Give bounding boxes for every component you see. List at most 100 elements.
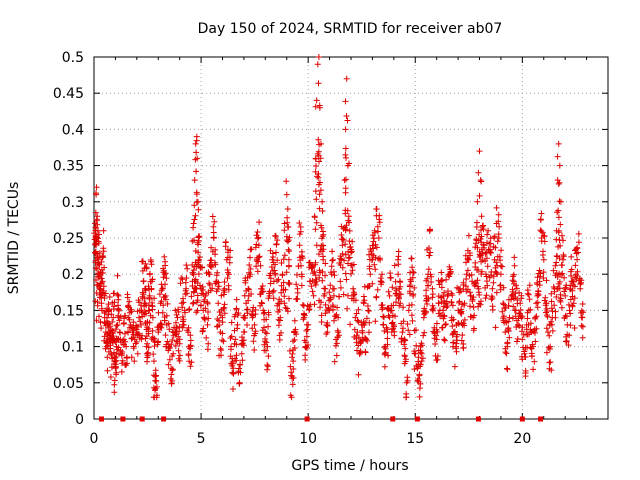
data-point [272, 232, 279, 239]
data-point [188, 359, 195, 366]
data-point [424, 282, 431, 289]
data-point [322, 272, 328, 279]
data-point [522, 344, 529, 351]
data-point [274, 278, 280, 284]
data-point [195, 233, 202, 240]
data-point [327, 296, 334, 303]
data-point [555, 214, 562, 221]
data-point [284, 308, 291, 315]
data-point [543, 349, 550, 356]
data-point [460, 320, 467, 327]
data-point [172, 307, 179, 314]
data-point [286, 248, 293, 255]
data-point [209, 213, 216, 220]
data-point [478, 268, 485, 275]
data-point [493, 204, 500, 211]
data-point [362, 334, 368, 341]
data-point [241, 328, 248, 335]
data-point [543, 325, 550, 332]
data-point [343, 276, 350, 283]
data-point [221, 310, 228, 317]
data-point [556, 162, 563, 169]
zero-marker [98, 416, 104, 422]
data-point [441, 336, 448, 343]
data-point [131, 358, 138, 365]
data-point [311, 268, 318, 275]
data-point [142, 260, 149, 267]
data-point [149, 334, 156, 341]
data-point [236, 365, 242, 372]
data-point [316, 104, 323, 111]
data-point [515, 321, 521, 328]
data-point [550, 267, 557, 274]
data-point [525, 291, 532, 298]
data-point [175, 347, 182, 354]
data-point [246, 273, 253, 280]
data-point [438, 269, 445, 276]
data-point [580, 309, 587, 316]
data-point [289, 381, 296, 388]
data-point [510, 271, 517, 278]
data-point [579, 323, 586, 330]
x-tick-label: 20 [513, 431, 531, 447]
data-point [404, 374, 411, 381]
data-point [159, 285, 166, 292]
data-point [117, 313, 124, 320]
data-point [255, 258, 262, 265]
data-point [209, 285, 216, 292]
data-point [191, 216, 198, 223]
data-point [511, 262, 518, 269]
data-point [322, 310, 329, 317]
data-point [417, 349, 424, 356]
data-point [493, 289, 500, 296]
data-point [500, 300, 507, 307]
data-point [306, 306, 313, 312]
zero-marker [304, 416, 310, 422]
data-point [98, 325, 105, 332]
data-point [429, 294, 436, 301]
data-point [95, 261, 102, 268]
data-point [165, 345, 172, 352]
data-point [313, 97, 320, 104]
data-point [557, 242, 564, 249]
data-point [450, 339, 457, 346]
data-point [567, 322, 574, 329]
data-point [343, 176, 349, 183]
data-point [409, 317, 416, 324]
data-point [574, 256, 581, 263]
data-point [526, 296, 533, 303]
data-point [281, 300, 288, 307]
data-point [219, 337, 226, 344]
data-point [355, 334, 362, 341]
data-point [364, 303, 371, 309]
data-point [214, 286, 221, 293]
data-point [323, 331, 330, 337]
data-point [540, 248, 546, 255]
data-point [136, 314, 142, 321]
data-point [220, 305, 227, 312]
data-point [187, 345, 193, 352]
data-point [540, 256, 547, 263]
data-point [339, 242, 346, 249]
data-point [290, 358, 297, 365]
data-point [343, 222, 350, 229]
data-point [151, 358, 157, 365]
data-point [493, 259, 500, 266]
data-point [302, 352, 309, 359]
data-point [319, 198, 326, 205]
data-point [488, 293, 495, 300]
data-point [205, 289, 212, 296]
data-point [429, 306, 436, 313]
data-point [173, 319, 179, 326]
data-point [338, 223, 345, 230]
data-point [548, 298, 555, 305]
data-point [373, 206, 380, 212]
data-point [552, 314, 559, 321]
data-point [156, 291, 163, 298]
data-point [225, 271, 232, 278]
data-point [252, 330, 259, 337]
data-point [379, 302, 386, 308]
data-point [447, 266, 454, 273]
data-point [233, 296, 240, 303]
data-point [463, 288, 470, 295]
